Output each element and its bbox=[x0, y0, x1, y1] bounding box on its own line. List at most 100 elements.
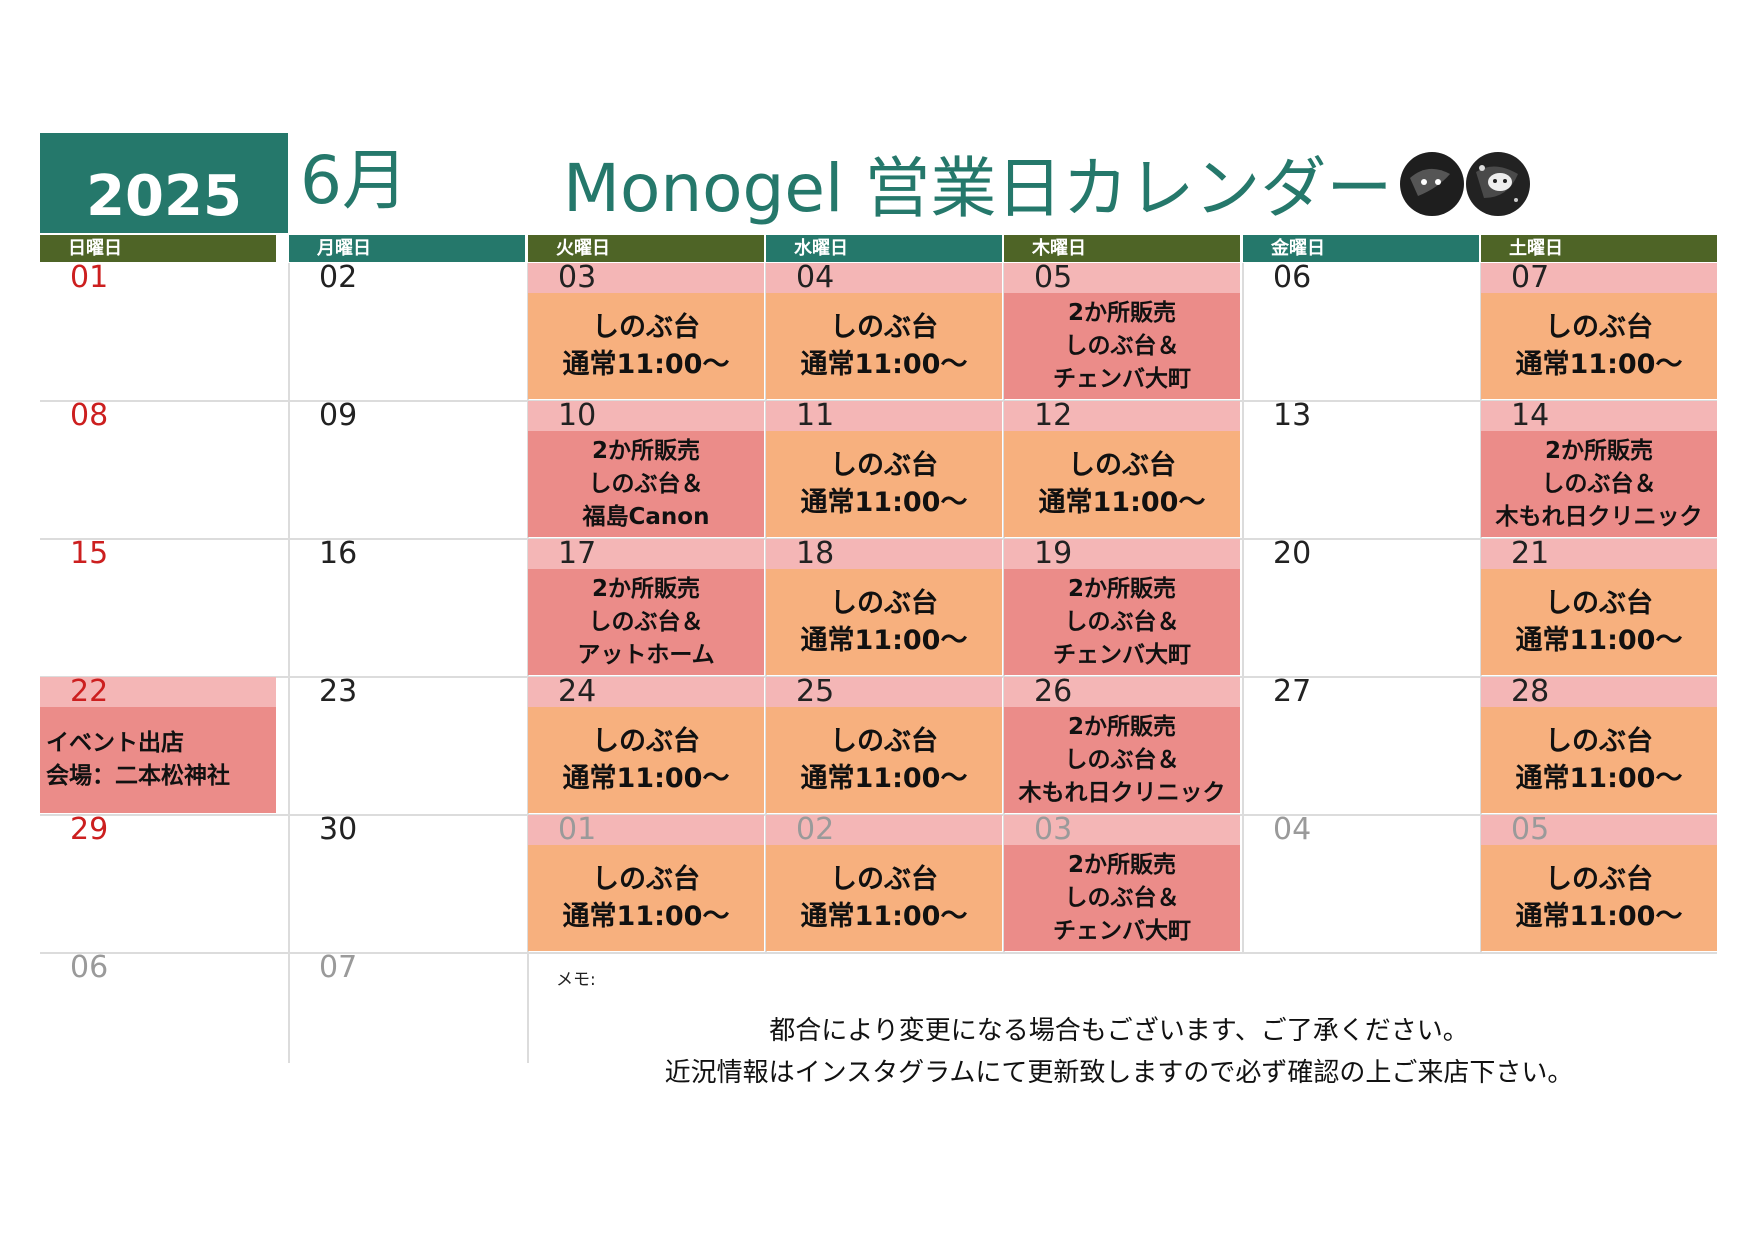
day-number: 17 bbox=[528, 539, 764, 569]
regular-hours-entry: しのぶ台 通常11:00～ bbox=[1481, 845, 1717, 951]
day-cell: 07 bbox=[289, 953, 525, 1089]
day-cell: 03 2か所販売 しのぶ台＆ チェンバ大町 bbox=[1004, 815, 1240, 951]
day-number: 11 bbox=[766, 401, 1002, 431]
day-cell: 25 しのぶ台 通常11:00～ bbox=[766, 677, 1002, 813]
day-cell: 06 bbox=[1243, 263, 1479, 399]
entry-line: 通常11:00～ bbox=[1515, 901, 1683, 932]
entry-line: しのぶ台 bbox=[830, 726, 938, 757]
regular-hours-entry: しのぶ台通常11:00～ bbox=[1004, 431, 1240, 537]
regular-hours-entry: しのぶ台 通常11:00～ bbox=[766, 293, 1002, 399]
entry-line: 通常11:00～ bbox=[562, 763, 730, 794]
day-number: 08 bbox=[70, 398, 109, 433]
entry-line: 2か所販売 bbox=[1067, 575, 1176, 602]
day-number: 23 bbox=[319, 674, 358, 709]
dual-location-entry: 2か所販売 しのぶ台＆ チェンバ大町 bbox=[1004, 845, 1240, 951]
entry-line: しのぶ台 bbox=[1545, 312, 1653, 343]
entry-line: しのぶ台 bbox=[830, 312, 938, 343]
entry-line: 2か所販売 bbox=[591, 575, 700, 602]
day-number: 21 bbox=[1481, 539, 1717, 569]
day-cell: 13 bbox=[1243, 401, 1479, 537]
entry-line: チェンバ大町 bbox=[1053, 365, 1191, 392]
weekday-header: 火曜日 bbox=[528, 235, 764, 262]
day-cell: 22 イベント出店 会場：二本松神社 bbox=[40, 677, 276, 813]
day-cell: 10 2か所販売 しのぶ台＆ 福島Canon bbox=[528, 401, 764, 537]
day-number: 05 bbox=[1481, 815, 1717, 845]
day-cell: 16 bbox=[289, 539, 525, 675]
dual-location-entry: 2か所販売 しのぶ台＆ 木もれ日クリニック bbox=[1481, 431, 1717, 537]
day-number: 29 bbox=[70, 812, 109, 847]
entry-line: 通常11:00～ bbox=[1515, 625, 1683, 656]
day-number: 24 bbox=[528, 677, 764, 707]
regular-hours-entry: しのぶ台 通常11:00～ bbox=[528, 845, 764, 951]
day-cell: 07 しのぶ台 通常11:00～ bbox=[1481, 263, 1717, 399]
day-cell: 27 bbox=[1243, 677, 1479, 813]
year-box: 2025 bbox=[40, 133, 288, 233]
day-number: 20 bbox=[1273, 536, 1312, 571]
entry-line: 2か所販売 bbox=[1544, 437, 1653, 464]
grid-divider bbox=[288, 263, 290, 1063]
entry-line: 通常11:00～ bbox=[562, 901, 730, 932]
weekday-header: 木曜日 bbox=[1004, 235, 1240, 262]
day-cell: 04 しのぶ台 通常11:00～ bbox=[766, 263, 1002, 399]
regular-hours-entry: しのぶ台 通常11:00～ bbox=[528, 707, 764, 813]
day-cell: 01 しのぶ台 通常11:00～ bbox=[528, 815, 764, 951]
day-number: 04 bbox=[1273, 812, 1312, 847]
day-number: 14 bbox=[1481, 401, 1717, 431]
entry-line: 2か所販売 bbox=[591, 437, 700, 464]
weekday-header: 月曜日 bbox=[289, 235, 525, 262]
day-cell: 29 bbox=[40, 815, 276, 951]
dual-location-entry: 2か所販売しのぶ台＆ チェンバ大町 bbox=[1004, 293, 1240, 399]
day-cell: 14 2か所販売 しのぶ台＆ 木もれ日クリニック bbox=[1481, 401, 1717, 537]
day-number: 15 bbox=[70, 536, 109, 571]
day-cell: 21 しのぶ台 通常11:00～ bbox=[1481, 539, 1717, 675]
year-label: 2025 bbox=[86, 164, 242, 229]
day-cell: 28 しのぶ台 通常11:00～ bbox=[1481, 677, 1717, 813]
day-cell: 12 しのぶ台 通常11:00～ bbox=[1004, 401, 1240, 537]
day-cell: 05 しのぶ台 通常11:00～ bbox=[1481, 815, 1717, 951]
regular-hours-entry: しのぶ台 通常11:00～ bbox=[1481, 569, 1717, 675]
entry-line: チェンバ大町 bbox=[1053, 917, 1191, 944]
regular-hours-entry: しのぶ台通常11:00～ bbox=[766, 707, 1002, 813]
entry-line: 通常11:00～ bbox=[800, 625, 968, 656]
entry-line: しのぶ台 bbox=[1545, 726, 1653, 757]
entry-line: チェンバ大町 bbox=[1053, 641, 1191, 668]
regular-hours-entry: しのぶ台 通常11:00～ bbox=[766, 845, 1002, 951]
dual-location-entry: 2か所販売 しのぶ台＆ チェンバ大町 bbox=[1004, 569, 1240, 675]
day-number: 26 bbox=[1004, 677, 1240, 707]
entry-line: しのぶ台＆ bbox=[588, 470, 704, 497]
day-cell: 19 2か所販売 しのぶ台＆ チェンバ大町 bbox=[1004, 539, 1240, 675]
day-number: 04 bbox=[766, 263, 1002, 293]
entry-line: しのぶ台 bbox=[830, 588, 938, 619]
day-cell: 04 bbox=[1243, 815, 1479, 951]
memo-note-line-2: 近況情報はインスタグラムにて更新致しますので必ず確認の上ご来店下さい。 bbox=[664, 1058, 1574, 1088]
day-number: 16 bbox=[319, 536, 358, 571]
entry-line: 2か所販売 bbox=[1067, 299, 1176, 326]
day-cell: 17 2か所販売 しのぶ台＆ アットホーム bbox=[528, 539, 764, 675]
day-number: 18 bbox=[766, 539, 1002, 569]
day-number: 27 bbox=[1273, 674, 1312, 709]
regular-hours-entry: しのぶ台 通常11:00～ bbox=[1481, 707, 1717, 813]
day-number: 02 bbox=[766, 815, 1002, 845]
entry-line: 通常11:00～ bbox=[1038, 487, 1206, 518]
dual-location-entry: 2か所販売 しのぶ台＆ 木もれ日クリニック bbox=[1004, 707, 1240, 813]
day-number: 07 bbox=[319, 950, 358, 985]
day-number: 19 bbox=[1004, 539, 1240, 569]
entry-line: 通常11:00～ bbox=[800, 901, 968, 932]
entry-line: しのぶ台＆ bbox=[1064, 332, 1180, 359]
entry-line: しのぶ台 bbox=[1068, 450, 1176, 481]
entry-line: 2か所販売 bbox=[1067, 851, 1176, 878]
day-cell: 26 2か所販売 しのぶ台＆ 木もれ日クリニック bbox=[1004, 677, 1240, 813]
regular-hours-entry: しのぶ台 通常11:00～ bbox=[528, 293, 764, 399]
entry-line: しのぶ台＆ bbox=[1064, 746, 1180, 773]
day-number: 09 bbox=[319, 398, 358, 433]
dual-location-entry: 2か所販売 しのぶ台＆ アットホーム bbox=[528, 569, 764, 675]
day-cell: 15 bbox=[40, 539, 276, 675]
day-cell: 06 bbox=[40, 953, 276, 1089]
regular-hours-entry: しのぶ台 通常11:00～ bbox=[1481, 293, 1717, 399]
day-number: 03 bbox=[1004, 815, 1240, 845]
day-cell: 30 bbox=[289, 815, 525, 951]
entry-line: しのぶ台＆ bbox=[588, 608, 704, 635]
day-cell: 02 bbox=[289, 263, 525, 399]
entry-line: 通常11:00～ bbox=[800, 763, 968, 794]
entry-line: 2か所販売 bbox=[1067, 713, 1176, 740]
